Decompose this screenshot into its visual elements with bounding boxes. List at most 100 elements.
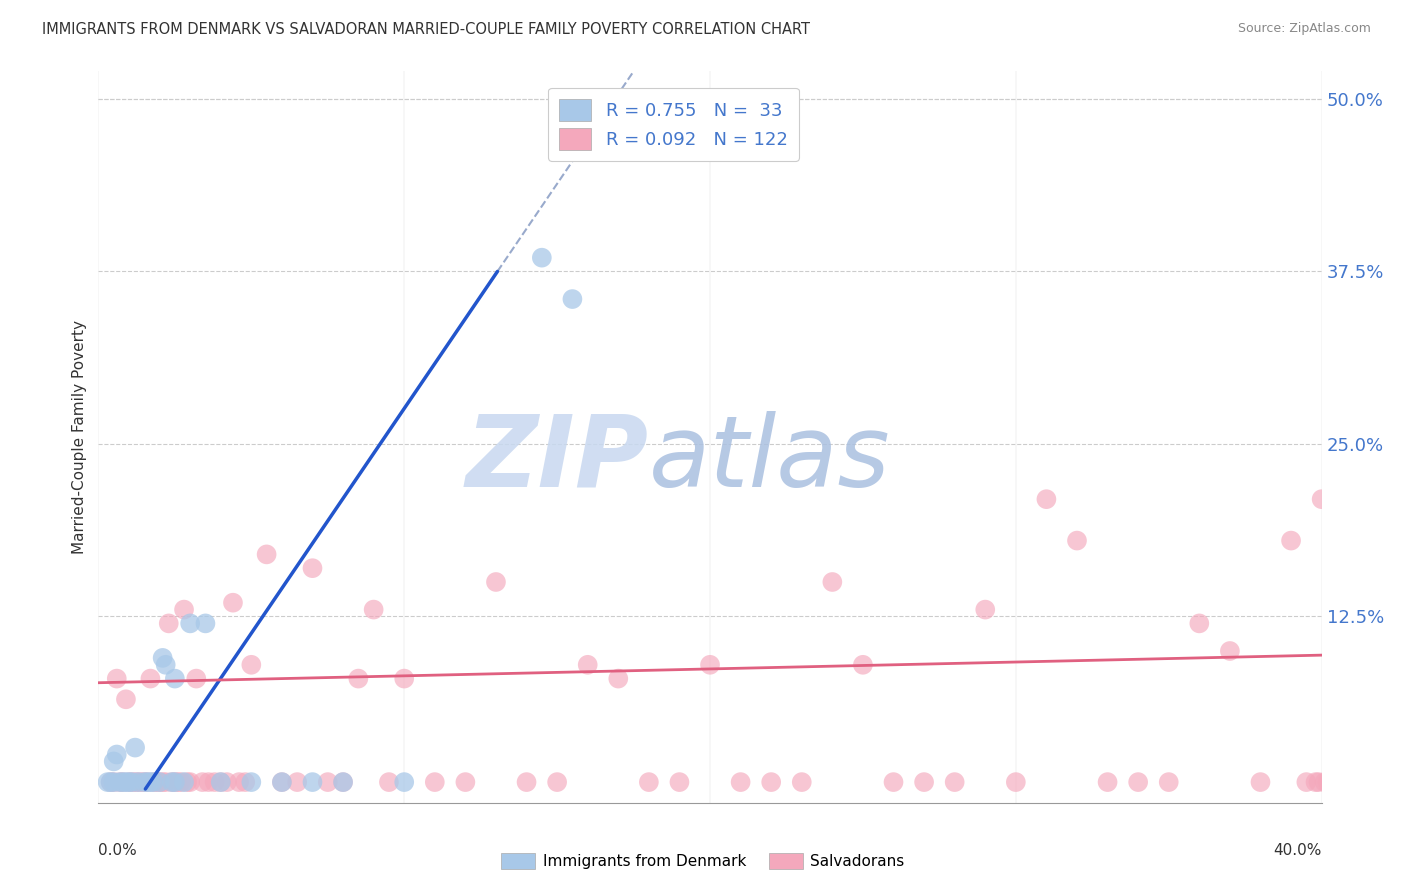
Point <box>233 775 256 789</box>
Point <box>1357 775 1379 789</box>
Point <box>1347 775 1369 789</box>
Point <box>852 657 875 672</box>
Point <box>1308 775 1330 789</box>
Point <box>127 775 149 789</box>
Point <box>1035 492 1057 507</box>
Point <box>149 775 172 789</box>
Point <box>943 775 966 789</box>
Point <box>134 775 156 789</box>
Point <box>103 775 125 789</box>
Point <box>1375 775 1398 789</box>
Point <box>1384 775 1406 789</box>
Point <box>155 657 177 672</box>
Point <box>139 672 162 686</box>
Legend: R = 0.755   N =  33, R = 0.092   N = 122: R = 0.755 N = 33, R = 0.092 N = 122 <box>548 87 799 161</box>
Point <box>301 561 323 575</box>
Point <box>270 775 292 789</box>
Point <box>1097 775 1119 789</box>
Point <box>173 602 195 616</box>
Legend: Immigrants from Denmark, Salvadorans: Immigrants from Denmark, Salvadorans <box>495 847 911 875</box>
Point <box>157 616 180 631</box>
Point <box>392 775 416 789</box>
Point <box>485 574 508 589</box>
Point <box>1219 644 1241 658</box>
Point <box>1402 775 1406 789</box>
Point <box>1386 775 1406 789</box>
Point <box>163 775 186 789</box>
Point <box>152 775 174 789</box>
Point <box>228 775 250 789</box>
Point <box>1329 775 1351 789</box>
Point <box>163 775 186 789</box>
Point <box>186 672 208 686</box>
Point <box>1316 775 1339 789</box>
Text: ZIP: ZIP <box>465 410 648 508</box>
Point <box>222 596 245 610</box>
Point <box>191 775 214 789</box>
Point <box>790 775 813 789</box>
Point <box>108 775 131 789</box>
Point <box>97 775 120 789</box>
Point <box>173 775 195 789</box>
Point <box>209 775 232 789</box>
Point <box>240 775 263 789</box>
Point <box>142 775 165 789</box>
Point <box>118 775 141 789</box>
Point <box>121 775 143 789</box>
Text: IMMIGRANTS FROM DENMARK VS SALVADORAN MARRIED-COUPLE FAMILY POVERTY CORRELATION : IMMIGRANTS FROM DENMARK VS SALVADORAN MA… <box>42 22 810 37</box>
Point <box>332 775 354 789</box>
Point <box>215 775 238 789</box>
Point <box>167 775 190 789</box>
Point <box>1004 775 1026 789</box>
Y-axis label: Married-Couple Family Poverty: Married-Couple Family Poverty <box>72 320 87 554</box>
Point <box>170 775 193 789</box>
Text: 40.0%: 40.0% <box>1274 843 1322 858</box>
Point <box>1157 775 1180 789</box>
Point <box>1320 775 1343 789</box>
Point <box>1396 775 1406 789</box>
Point <box>1305 775 1327 789</box>
Point <box>129 775 152 789</box>
Point <box>759 775 782 789</box>
Point <box>378 775 401 789</box>
Point <box>111 775 134 789</box>
Point <box>145 775 167 789</box>
Point <box>134 775 156 789</box>
Point <box>111 775 134 789</box>
Point <box>121 775 143 789</box>
Point <box>1331 775 1354 789</box>
Point <box>1066 533 1088 548</box>
Point <box>607 672 630 686</box>
Point <box>124 775 146 789</box>
Point <box>1381 775 1403 789</box>
Point <box>1393 775 1406 789</box>
Point <box>100 775 122 789</box>
Text: 0.0%: 0.0% <box>98 843 138 858</box>
Point <box>160 775 183 789</box>
Point <box>974 602 997 616</box>
Point <box>1360 775 1382 789</box>
Point <box>301 775 323 789</box>
Point <box>392 672 416 686</box>
Point <box>1362 775 1385 789</box>
Point <box>163 672 186 686</box>
Point <box>730 775 752 789</box>
Point <box>637 775 661 789</box>
Point <box>103 755 125 769</box>
Point <box>1371 775 1393 789</box>
Point <box>209 775 232 789</box>
Point <box>530 251 553 265</box>
Point <box>1326 775 1348 789</box>
Point <box>155 775 177 789</box>
Point <box>204 775 226 789</box>
Point <box>127 775 149 789</box>
Point <box>1323 775 1346 789</box>
Point <box>516 775 538 789</box>
Point <box>332 775 354 789</box>
Point <box>699 657 721 672</box>
Point <box>124 740 146 755</box>
Point <box>668 775 690 789</box>
Point <box>912 775 935 789</box>
Point <box>179 616 201 631</box>
Point <box>136 775 159 789</box>
